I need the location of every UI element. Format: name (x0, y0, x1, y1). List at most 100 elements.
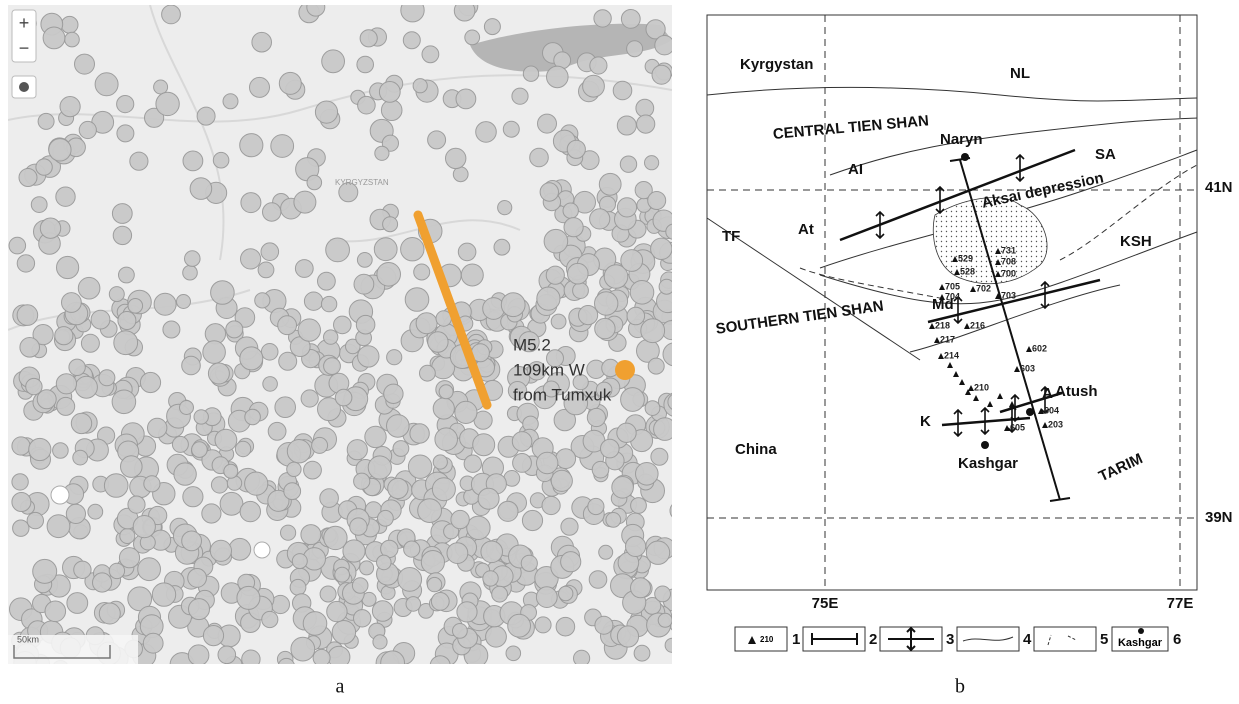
quake (240, 134, 263, 157)
quake (263, 203, 281, 221)
quake (498, 201, 512, 215)
quake (262, 611, 278, 627)
legend-number: 5 (1100, 631, 1108, 648)
quake (62, 293, 82, 313)
quake (112, 204, 132, 224)
quake (19, 169, 37, 187)
quake (453, 167, 468, 182)
quake (484, 19, 500, 35)
quake (75, 376, 97, 398)
epicenter (615, 360, 635, 380)
quake (413, 79, 427, 93)
quake (439, 385, 453, 399)
aksai-depression (933, 198, 1047, 284)
quake (645, 401, 660, 416)
quake (60, 97, 80, 117)
station-label: 705 (945, 281, 960, 291)
quake (278, 316, 297, 335)
quake (430, 656, 450, 676)
zoom-out[interactable]: − (19, 38, 30, 58)
latitude-label: 41N (1205, 179, 1233, 196)
quake (360, 561, 374, 575)
quake (12, 493, 31, 512)
quake (641, 319, 665, 343)
quake (668, 394, 685, 411)
quake (51, 486, 69, 504)
quake (535, 617, 551, 633)
legend-rect (957, 627, 1019, 651)
quake (422, 46, 439, 63)
quake (606, 513, 621, 528)
quake (428, 332, 448, 352)
legend-rect (1034, 627, 1096, 651)
quake (627, 307, 645, 325)
quake (556, 617, 575, 636)
quake (117, 125, 134, 142)
quake (183, 265, 198, 280)
quake (109, 563, 124, 578)
quake (431, 593, 449, 611)
quake (451, 510, 469, 528)
quake (621, 388, 645, 412)
quake (595, 292, 618, 315)
town-marker (1026, 408, 1034, 416)
quake (152, 583, 175, 606)
quake (646, 541, 669, 564)
caption: a (336, 676, 345, 698)
quake (375, 146, 389, 160)
fault-label: K (920, 413, 931, 430)
quake (261, 344, 278, 361)
quake (268, 422, 286, 440)
quake (433, 455, 447, 469)
quake (665, 638, 679, 652)
quake (513, 454, 532, 473)
quake (583, 75, 605, 97)
zoom-in[interactable]: + (19, 13, 30, 33)
quake (457, 602, 477, 622)
quake (117, 96, 134, 113)
quake (379, 82, 400, 103)
quake (245, 409, 261, 425)
quake (636, 463, 659, 486)
quake (579, 306, 598, 325)
quake (148, 418, 167, 437)
quake (540, 183, 558, 201)
quake (215, 429, 237, 451)
quake (347, 440, 367, 460)
quake (465, 30, 480, 45)
quake (40, 218, 60, 238)
quake (655, 36, 674, 55)
quake (307, 0, 325, 16)
quake (190, 178, 212, 200)
quake (631, 498, 647, 514)
quake (589, 571, 607, 589)
station-label: 703 (1001, 290, 1016, 300)
quake (55, 327, 73, 345)
quake (211, 477, 227, 493)
quake (335, 567, 350, 582)
quake (203, 341, 226, 364)
quake (223, 94, 238, 109)
quake (292, 554, 307, 569)
quake (387, 415, 410, 438)
quake (427, 577, 441, 591)
quake (594, 10, 611, 27)
layer-icon (19, 82, 29, 92)
quake (327, 601, 347, 621)
station-label: 529 (958, 253, 973, 263)
quake (664, 393, 688, 417)
quake (467, 516, 490, 539)
quake (49, 139, 71, 161)
quake (435, 428, 458, 451)
quake (368, 456, 391, 479)
quake (312, 437, 328, 453)
quake (307, 175, 322, 190)
quake (118, 312, 136, 330)
quake (672, 269, 687, 284)
quake (542, 496, 560, 514)
quake (113, 226, 131, 244)
quake (313, 649, 330, 666)
quake (454, 0, 475, 21)
quake (551, 314, 566, 329)
